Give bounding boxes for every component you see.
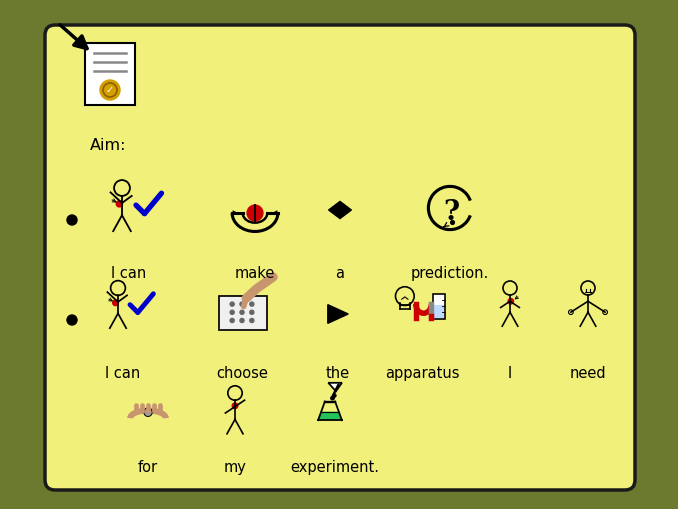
- Text: experiment.: experiment.: [290, 460, 380, 475]
- Circle shape: [230, 319, 234, 323]
- Polygon shape: [328, 383, 342, 391]
- Circle shape: [250, 302, 254, 306]
- Circle shape: [232, 403, 238, 409]
- Circle shape: [100, 80, 120, 100]
- Bar: [85, 43, 135, 105]
- Circle shape: [240, 319, 244, 323]
- Circle shape: [247, 205, 263, 221]
- Text: I can: I can: [105, 366, 140, 381]
- Text: the: the: [326, 366, 350, 381]
- Circle shape: [230, 310, 234, 315]
- Bar: [433, 294, 445, 319]
- Bar: [219, 296, 266, 330]
- Circle shape: [144, 408, 153, 416]
- Text: ✓: ✓: [106, 85, 114, 95]
- Polygon shape: [327, 305, 348, 323]
- Circle shape: [331, 397, 334, 400]
- Bar: [434, 305, 444, 318]
- Text: ?: ?: [443, 199, 460, 226]
- Polygon shape: [329, 202, 351, 218]
- Text: my: my: [224, 460, 246, 475]
- Text: for: for: [138, 460, 158, 475]
- Circle shape: [117, 201, 123, 207]
- Circle shape: [240, 310, 244, 315]
- Text: Aim:: Aim:: [90, 138, 127, 153]
- Text: prediction.: prediction.: [411, 266, 489, 281]
- Text: apparatus: apparatus: [384, 366, 459, 381]
- Circle shape: [250, 319, 254, 323]
- Circle shape: [67, 315, 77, 325]
- FancyBboxPatch shape: [45, 25, 635, 490]
- Text: make: make: [235, 266, 275, 281]
- Polygon shape: [318, 412, 342, 420]
- Text: need: need: [570, 366, 606, 381]
- Circle shape: [508, 299, 513, 304]
- Circle shape: [113, 300, 119, 305]
- Circle shape: [67, 215, 77, 225]
- Circle shape: [332, 394, 336, 397]
- Circle shape: [240, 302, 244, 306]
- Text: I can: I can: [111, 266, 146, 281]
- Text: choose: choose: [216, 366, 268, 381]
- Circle shape: [230, 302, 234, 306]
- Text: I: I: [508, 366, 512, 381]
- Circle shape: [250, 310, 254, 315]
- Text: a: a: [336, 266, 344, 281]
